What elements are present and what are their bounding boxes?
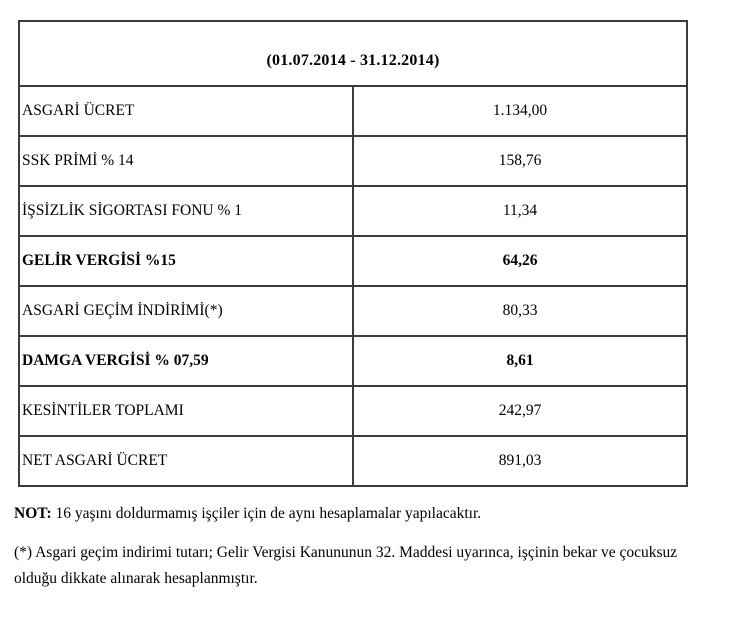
table-row: DAMGA VERGİSİ % 07,59 8,61 — [18, 335, 688, 387]
table-row: İŞSİZLİK SİGORTASI FONU % 1 11,34 — [18, 185, 688, 237]
minimum-wage-table: (01.07.2014 - 31.12.2014) ASGARİ ÜCRET 1… — [18, 20, 688, 487]
note-label: NOT: — [14, 505, 52, 522]
row-label: GELİR VERGİSİ %15 — [18, 235, 354, 287]
row-value: 891,03 — [352, 435, 688, 487]
row-value: 64,26 — [352, 235, 688, 287]
table-row: KESİNTİLER TOPLAMI 242,97 — [18, 385, 688, 437]
table-row: GELİR VERGİSİ %15 64,26 — [18, 235, 688, 287]
row-value: 158,76 — [352, 135, 688, 187]
table-row: SSK PRİMİ % 14 158,76 — [18, 135, 688, 187]
row-label: DAMGA VERGİSİ % 07,59 — [18, 335, 354, 387]
footnote-paragraph: (*) Asgari geçim indirimi tutarı; Gelir … — [14, 544, 678, 587]
period-header: (01.07.2014 - 31.12.2014) — [18, 20, 688, 87]
row-value: 8,61 — [352, 335, 688, 387]
table-row: NET ASGARİ ÜCRET 891,03 — [18, 435, 688, 487]
row-value: 11,34 — [352, 185, 688, 237]
note-paragraph: NOT: 16 yaşını doldurmamış işçiler için … — [14, 504, 730, 524]
table-row: ASGARİ GEÇİM İNDİRİMİ(*) 80,33 — [18, 285, 688, 337]
row-value: 242,97 — [352, 385, 688, 437]
note-text: 16 yaşını doldurmamış işçiler için de ay… — [51, 505, 482, 522]
row-label: ASGARİ GEÇİM İNDİRİMİ(*) — [18, 285, 354, 337]
row-label: KESİNTİLER TOPLAMI — [18, 385, 354, 437]
row-label: ASGARİ ÜCRET — [18, 85, 354, 137]
row-label: NET ASGARİ ÜCRET — [18, 435, 354, 487]
row-value: 1.134,00 — [352, 85, 688, 137]
table-row: ASGARİ ÜCRET 1.134,00 — [18, 85, 688, 137]
row-value: 80,33 — [352, 285, 688, 337]
row-label: SSK PRİMİ % 14 — [18, 135, 354, 187]
row-label: İŞSİZLİK SİGORTASI FONU % 1 — [18, 185, 354, 237]
table-header-row: (01.07.2014 - 31.12.2014) — [18, 20, 688, 87]
